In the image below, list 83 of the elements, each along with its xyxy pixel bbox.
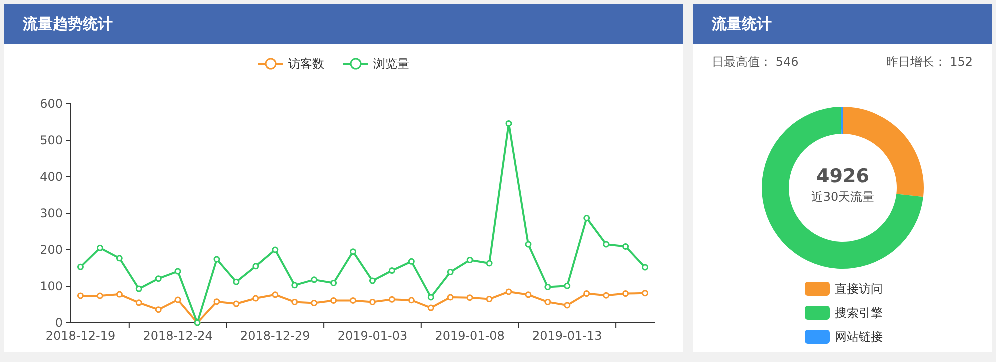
point (233, 278, 240, 286)
point (350, 297, 357, 304)
point (525, 241, 532, 248)
y-tick-label: 0 (55, 316, 63, 330)
point (642, 264, 649, 271)
point (584, 214, 590, 222)
point (428, 294, 434, 301)
point (388, 296, 396, 303)
point (311, 300, 318, 307)
point (350, 248, 357, 256)
point (174, 296, 182, 304)
x-tick-label: 2019-01-03 (338, 329, 408, 343)
point (77, 292, 84, 300)
legend-label: 浏览量 (374, 57, 410, 72)
point (96, 244, 104, 252)
point (116, 291, 123, 298)
chart-title: 流量统计 (693, 4, 992, 44)
point (252, 263, 260, 270)
point (447, 269, 454, 276)
x-tick-label: 2019-01-13 (532, 329, 602, 343)
point (408, 297, 415, 304)
x-tick-label: 2019-01-08 (435, 329, 505, 343)
point (544, 298, 552, 306)
point (564, 302, 571, 309)
point (506, 288, 512, 296)
point (506, 120, 512, 127)
point (272, 292, 279, 298)
chart-title: 流量趋势统计 (4, 4, 683, 44)
y-tick-label: 500 (40, 134, 63, 148)
x-tick-label: 2018-12-24 (143, 329, 213, 343)
point (96, 292, 104, 300)
point (214, 298, 220, 306)
point (447, 294, 454, 301)
point (466, 294, 474, 302)
legend-label: 搜索引擎 (835, 306, 883, 320)
point (233, 300, 240, 308)
point (486, 296, 493, 303)
point (584, 290, 590, 298)
legend-label: 直接访问 (835, 282, 883, 296)
text: 昨日增长： 152 (886, 55, 973, 70)
x-tick-label: 2018-12-19 (46, 329, 116, 343)
y-tick-label: 400 (40, 170, 63, 184)
point (214, 256, 220, 263)
point (116, 255, 123, 262)
point (272, 246, 279, 254)
point (369, 278, 376, 284)
y-tick-label: 100 (40, 280, 63, 294)
point (603, 241, 610, 248)
x-tick-label: 2018-12-29 (240, 329, 310, 343)
point (622, 243, 630, 250)
point (136, 286, 142, 292)
point (136, 300, 142, 306)
point (292, 282, 298, 289)
point (525, 292, 532, 298)
point (330, 297, 338, 304)
point (622, 290, 630, 298)
legend-label: 访客数 (288, 57, 324, 72)
point (603, 292, 610, 299)
point (369, 298, 376, 306)
point (311, 276, 318, 284)
point (292, 298, 298, 306)
point (564, 282, 571, 290)
y-tick-label: 200 (40, 243, 63, 258)
point (330, 280, 338, 286)
legend-label: 网站链接 (835, 330, 883, 344)
point (408, 258, 415, 265)
y-tick-label: 600 (40, 97, 63, 112)
point (77, 264, 84, 270)
point (252, 295, 260, 302)
point (466, 256, 474, 264)
point (486, 260, 493, 267)
point (174, 268, 182, 275)
y-tick-label: 300 (40, 206, 63, 221)
point (428, 304, 434, 312)
text: 日最高值： 546 (712, 55, 799, 70)
text: 近30天流量 (811, 190, 875, 204)
point (155, 276, 162, 282)
point (155, 306, 162, 314)
donut-slice (762, 107, 924, 269)
point (544, 284, 552, 290)
text: 4926 (816, 166, 870, 188)
point (388, 268, 396, 274)
point (642, 290, 649, 297)
